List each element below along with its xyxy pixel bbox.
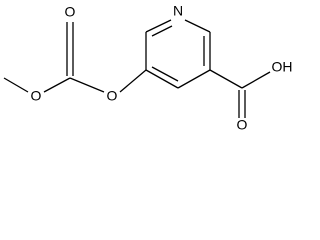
bond [145, 69, 179, 89]
structure-diagram: N O O O O OH [3, 3, 293, 133]
bond [3, 77, 29, 93]
bond [151, 25, 173, 37]
bond [209, 69, 243, 89]
atom-label: OH [272, 59, 293, 75]
bonds [3, 19, 271, 118]
bond [151, 66, 179, 82]
atom-label: O [31, 88, 42, 104]
atom-label: N [173, 3, 183, 19]
bond [184, 19, 211, 33]
bond [241, 71, 271, 89]
atom-label: O [65, 4, 76, 20]
bond [69, 77, 105, 93]
atom-label: O [237, 117, 248, 133]
bond [145, 19, 172, 33]
bond [177, 69, 211, 89]
atom-label: O [107, 88, 118, 104]
bond [119, 69, 147, 93]
bond [43, 77, 71, 93]
